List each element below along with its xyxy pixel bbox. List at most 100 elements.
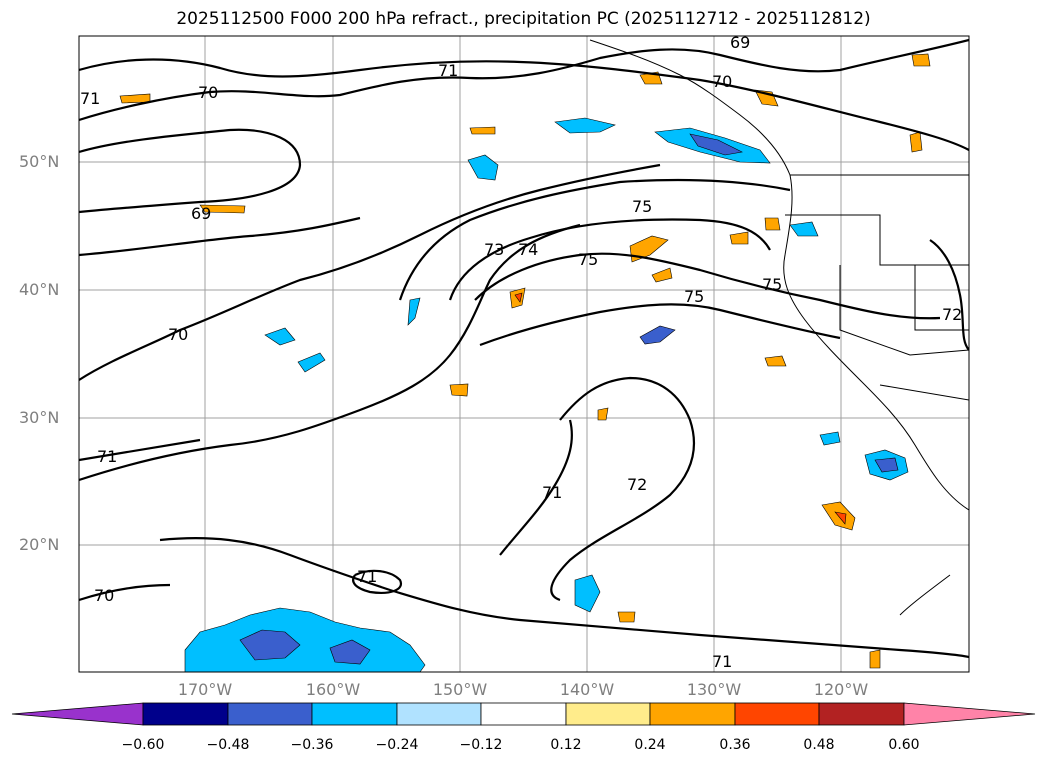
precip-blob [239, 629, 301, 661]
precip-blob [819, 431, 841, 446]
contour-line [499, 419, 573, 556]
contour-label: 71 [80, 89, 100, 108]
colorbar-tick-label: −0.24 [375, 737, 419, 753]
precip-blob [514, 292, 523, 303]
precip-blob [639, 325, 676, 345]
map-title: 2025112500 F000 200 hPa refract., precip… [176, 9, 871, 29]
precip-blob [199, 204, 246, 214]
colorbar-segment [311, 702, 398, 726]
contour-label: 73 [484, 240, 504, 259]
colorbar-extend-left [11, 702, 144, 726]
colorbar-segment [734, 702, 820, 726]
precip-blob [651, 267, 673, 283]
state-border [785, 214, 969, 266]
precip-blob [597, 407, 609, 421]
state-border [914, 265, 969, 331]
precip-blob [911, 53, 931, 67]
contour-labels: 69 70 71 70 69 70 71 73 74 75 75 75 75 7… [80, 33, 962, 671]
colorbar-tick-label: 0.60 [888, 737, 920, 753]
coastlines [589, 39, 969, 616]
colorbar-tick-label: 0.24 [634, 737, 666, 753]
contour-label: 71 [438, 61, 458, 80]
colorbar-tick-label: −0.48 [206, 737, 250, 753]
precip-blob [449, 383, 469, 397]
precip-blob [467, 154, 499, 181]
contour-label: 71 [542, 483, 562, 502]
colorbar-tick-label: −0.12 [459, 737, 503, 753]
precip-blob [869, 649, 881, 669]
contour-label: 75 [578, 250, 598, 269]
colorbar-segment [142, 702, 229, 726]
contour-label: 74 [518, 240, 538, 259]
contour-line [474, 252, 941, 320]
contour-line [79, 38, 969, 122]
precip-blob [909, 131, 923, 153]
colorbar-segment [227, 702, 313, 726]
precip-blob [554, 117, 616, 134]
contour-label: 69 [191, 204, 211, 223]
longitude-label: 160°W [305, 680, 361, 699]
latitude-label: 30°N [19, 408, 60, 427]
longitude-label: 120°W [813, 680, 869, 699]
contour-label: 75 [632, 197, 652, 216]
precip-blob [574, 574, 601, 613]
precip-blob [764, 217, 781, 231]
precip-blob [469, 126, 496, 135]
gridlines [79, 36, 969, 672]
contour-label: 70 [168, 325, 188, 344]
contour-line [79, 223, 581, 482]
contour-line [398, 178, 791, 301]
precipitation-fields [119, 53, 931, 672]
contour-label: 75 [684, 287, 704, 306]
precip-blob [754, 89, 779, 107]
plot-area [79, 36, 969, 672]
contour-line [479, 303, 841, 347]
colorbar-tick-label: 0.36 [719, 737, 751, 753]
contour-label: 71 [357, 567, 377, 586]
state-border [879, 384, 969, 401]
latitude-label: 40°N [19, 280, 60, 299]
precip-blob [789, 221, 819, 237]
latitude-label: 50°N [19, 152, 60, 171]
contour-label: 72 [942, 305, 962, 324]
colorbar-segment [818, 702, 905, 726]
longitude-label: 150°W [432, 680, 488, 699]
contour-line [159, 537, 969, 659]
precip-blob [617, 611, 636, 623]
contour-line [79, 438, 201, 462]
precip-blob [297, 352, 326, 373]
colorbar-segment [649, 702, 736, 726]
contour-label: 75 [762, 275, 782, 294]
precip-blob [729, 231, 749, 245]
contour-label: 70 [712, 72, 732, 91]
latitude-label: 20°N [19, 535, 60, 554]
colorbar-tick-label: 0.12 [550, 737, 582, 753]
coastline [589, 39, 969, 511]
contour-line [448, 218, 771, 301]
refractivity-contours [79, 38, 969, 659]
colorbar [11, 702, 1036, 726]
precip-blob [407, 297, 421, 326]
precip-blob [834, 511, 847, 525]
colorbar-tick-label: 0.48 [803, 737, 835, 753]
contour-line [79, 128, 302, 214]
contour-line [79, 163, 661, 381]
colorbar-tick-label: −0.36 [290, 737, 334, 753]
longitude-label: 170°W [177, 680, 233, 699]
state-border [839, 265, 969, 356]
colorbar-extend-right [903, 702, 1036, 726]
longitude-label: 130°W [686, 680, 742, 699]
precip-blob [264, 327, 296, 346]
contour-line [352, 569, 403, 594]
colorbar-segment [396, 702, 482, 726]
contour-label: 70 [94, 586, 114, 605]
contour-line [79, 583, 171, 602]
precip-blob [764, 355, 787, 367]
contour-label: 71 [712, 652, 732, 671]
precip-blob [689, 133, 743, 156]
colorbar-segment [480, 702, 567, 726]
contour-label: 70 [198, 83, 218, 102]
contour-label: 72 [627, 475, 647, 494]
precip-blob [874, 457, 899, 473]
precip-blob [329, 639, 371, 665]
